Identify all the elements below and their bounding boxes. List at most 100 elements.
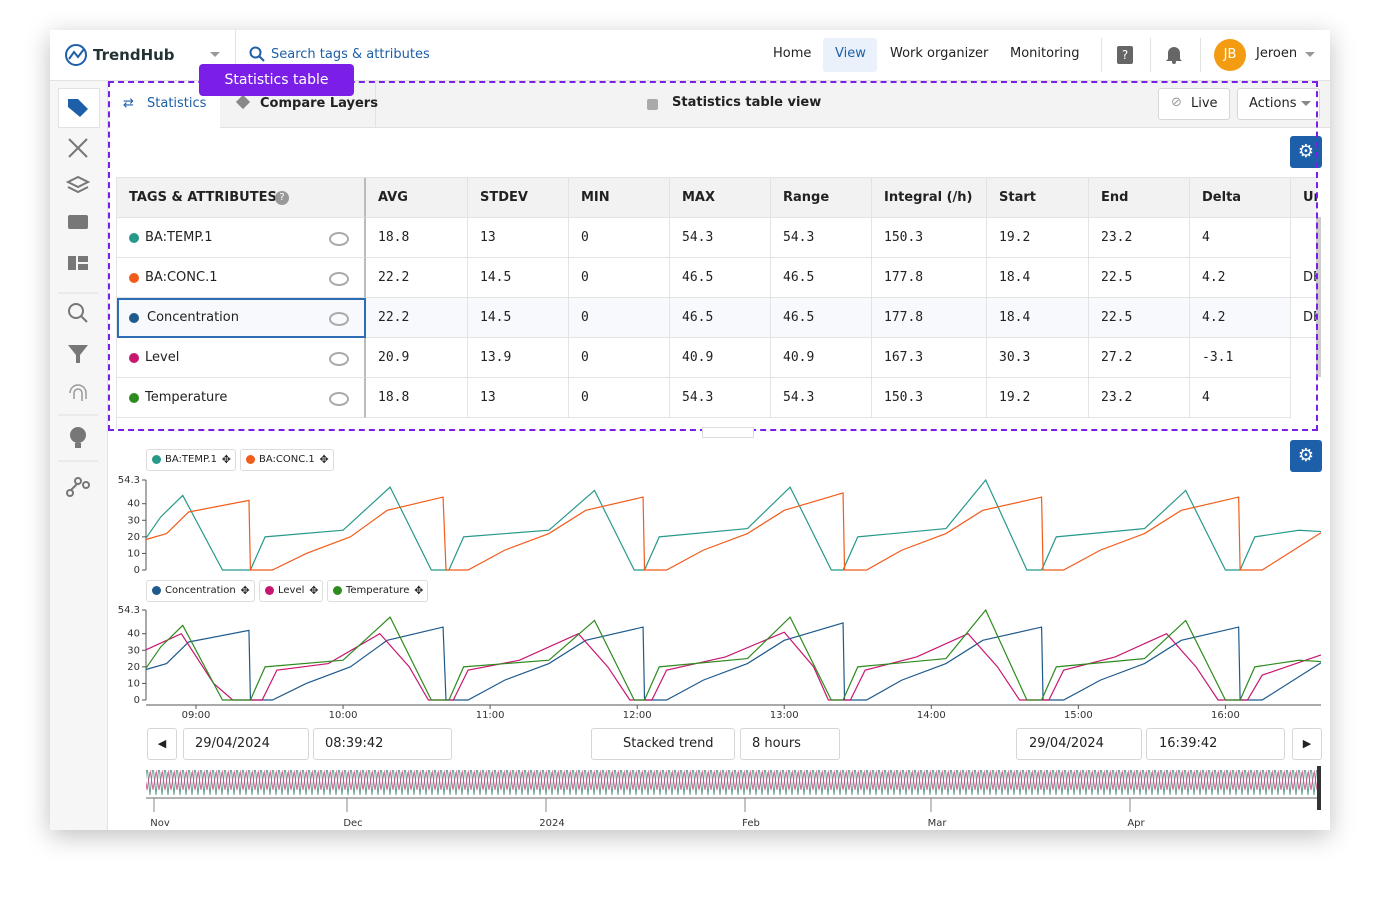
splitter-handle[interactable] <box>702 427 754 438</box>
callout: Statistics table <box>199 64 354 96</box>
dashboard-icon[interactable] <box>68 256 88 270</box>
help-button[interactable]: ? <box>1117 46 1133 64</box>
chart-settings-button[interactable]: ⚙ <box>1290 440 1322 472</box>
stat-value: 46.5 <box>670 258 771 298</box>
end-date-text: 29/04/2024 <box>1029 736 1104 751</box>
user-name[interactable]: Jeroen <box>1256 46 1298 61</box>
filter-icon[interactable] <box>68 345 88 363</box>
live-button[interactable] <box>1158 88 1230 120</box>
start-time[interactable] <box>313 728 452 760</box>
x-tick-label: 12:00 <box>623 710 652 721</box>
nav-item[interactable]: Monitoring <box>1010 46 1080 61</box>
tools-icon[interactable] <box>68 138 88 158</box>
legend-chip[interactable]: BA:TEMP.1 ✥ <box>146 449 236 471</box>
stat-value: 18.4 <box>987 298 1089 338</box>
stat-value: 40.9 <box>771 338 872 378</box>
stat-value: 54.3 <box>771 378 872 418</box>
stat-value: 54.3 <box>670 218 771 258</box>
legend-chip[interactable]: Temperature ✥ <box>327 580 429 602</box>
tab-icon: ⇄ <box>123 96 134 111</box>
stat-value: 27.2 <box>1089 338 1190 378</box>
legend-chip[interactable]: BA:CONC.1 ✥ <box>240 449 334 471</box>
insight-icon[interactable] <box>70 427 86 448</box>
legend-dot <box>333 586 342 595</box>
stat-value: 54.3 <box>670 378 771 418</box>
y-tick-label: 54.3 <box>118 475 140 486</box>
notifications-button[interactable] <box>1165 44 1183 64</box>
stat-value: 177.8 <box>872 258 987 298</box>
stat-value: 19.2 <box>987 218 1089 258</box>
visibility-toggle[interactable] <box>329 232 349 246</box>
search-field[interactable]: Search tags & attributes <box>271 47 430 62</box>
actions-caret <box>1301 101 1311 111</box>
navigator-label: Nov <box>150 818 170 829</box>
divider <box>1200 38 1201 72</box>
start-date[interactable] <box>183 728 309 760</box>
navigator-label: Mar <box>928 818 948 829</box>
y-tick-label: 20 <box>127 532 140 543</box>
stat-value: 23.2 <box>1089 378 1190 418</box>
graph-icon[interactable] <box>66 477 90 497</box>
x-tick-label: 14:00 <box>917 710 946 721</box>
tab-label[interactable]: Compare Layers <box>260 96 378 111</box>
stat-value: 177.8 <box>872 298 987 338</box>
top-bar: TrendHub Search tags & attributes Home V… <box>50 30 1330 81</box>
live-label[interactable]: Live <box>1191 96 1218 111</box>
move-icon: ✥ <box>240 584 250 597</box>
divider <box>235 30 236 80</box>
next-button[interactable]: ▶ <box>1292 728 1322 760</box>
nav-item[interactable]: View <box>835 46 866 61</box>
stat-value: 4 <box>1190 218 1291 258</box>
actions-label[interactable]: Actions <box>1249 96 1297 111</box>
stat-value: -3.1 <box>1190 338 1291 378</box>
logo[interactable]: TrendHub <box>93 46 175 64</box>
column-header: MAX <box>670 178 771 218</box>
stat-value: 4.2 <box>1190 298 1291 338</box>
tag-color-dot <box>129 233 139 243</box>
nav-item[interactable]: Work organizer <box>890 46 989 61</box>
stat-value: 0 <box>569 378 670 418</box>
layers-icon[interactable] <box>65 175 91 194</box>
comment-icon[interactable] <box>68 215 88 229</box>
visibility-toggle[interactable] <box>329 392 349 406</box>
fingerprint-icon[interactable] <box>69 384 87 401</box>
move-icon: ✥ <box>414 584 424 597</box>
y-tick-label: 10 <box>127 548 140 559</box>
tag-cell[interactable]: Temperature <box>117 378 366 418</box>
visibility-toggle[interactable] <box>329 312 349 326</box>
prev-button[interactable]: ◀ <box>147 728 177 760</box>
y-tick-label: 30 <box>127 645 140 656</box>
start-time-text: 08:39:42 <box>325 736 384 751</box>
move-icon: ✥ <box>319 453 329 466</box>
avatar[interactable]: JB <box>1214 39 1246 71</box>
user-caret <box>1305 52 1315 62</box>
tag-color-dot <box>129 313 139 323</box>
statistics-table: TAGS & ATTRIBUTES? AVG STDEV MIN MAX Range Int… <box>116 177 1317 429</box>
tag-cell[interactable]: Concentration <box>117 298 366 338</box>
search-tool-icon[interactable] <box>68 303 88 323</box>
duration-select[interactable] <box>740 728 840 760</box>
navigator-handle[interactable] <box>1317 766 1321 810</box>
end-time[interactable] <box>1146 728 1285 760</box>
tag-cell[interactable]: Level <box>117 338 366 378</box>
y-tick-label: 40 <box>127 499 140 510</box>
stat-value: 150.3 <box>872 378 987 418</box>
legend-chip[interactable]: Level ✥ <box>259 580 324 602</box>
stat-value: 18.8 <box>366 218 468 258</box>
legend-chip[interactable]: Concentration ✥ <box>146 580 255 602</box>
tab-label[interactable]: Statistics <box>147 96 207 111</box>
visibility-toggle[interactable] <box>329 272 349 286</box>
tag-icon[interactable] <box>68 99 88 117</box>
tab[interactable] <box>220 81 376 127</box>
duration-text: 8 hours <box>752 736 801 751</box>
mode-select[interactable] <box>591 728 735 760</box>
stat-value: 40.9 <box>670 338 771 378</box>
stat-value: 14.5 <box>468 298 569 338</box>
nav-item[interactable]: Home <box>773 46 812 61</box>
stat-value: 22.5 <box>1089 298 1190 338</box>
y-tick-label: 30 <box>127 515 140 526</box>
end-date[interactable] <box>1016 728 1142 760</box>
tag-cell[interactable]: BA:TEMP.1 <box>117 218 366 258</box>
visibility-toggle[interactable] <box>329 352 349 366</box>
tag-cell[interactable]: BA:CONC.1 <box>117 258 366 298</box>
